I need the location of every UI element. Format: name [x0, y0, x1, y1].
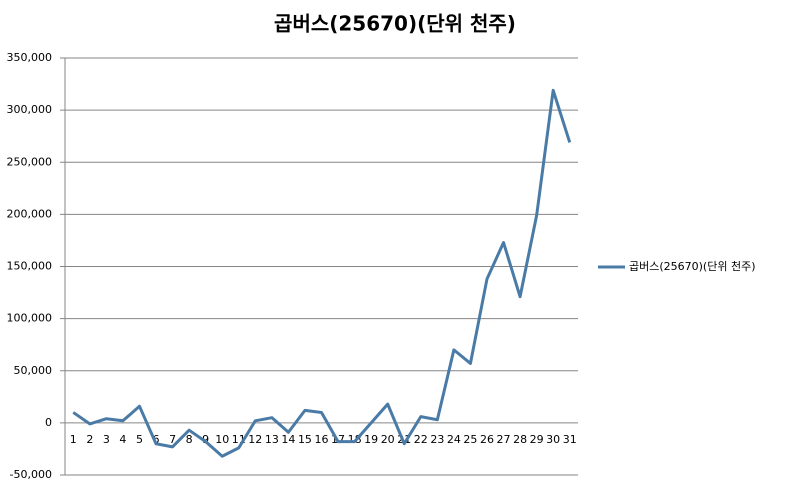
x-tick-label: 31 [563, 433, 577, 446]
x-tick-label: 20 [381, 433, 395, 446]
x-tick-label: 24 [447, 433, 461, 446]
x-tick-label: 16 [315, 433, 329, 446]
x-tick-label: 4 [119, 433, 126, 446]
x-tick-label: 2 [86, 433, 93, 446]
x-tick-label: 13 [265, 433, 279, 446]
x-tick-label: 30 [546, 433, 560, 446]
series-line [72, 88, 572, 458]
y-tick-label: 200,000 [7, 207, 53, 220]
x-tick-label: 12 [248, 433, 262, 446]
y-tick-label: 300,000 [7, 103, 53, 116]
x-tick-label: 8 [186, 433, 193, 446]
x-tick-label: 7 [169, 433, 176, 446]
chart-title: 곱버스(25670)(단위 천주) [274, 12, 516, 36]
legend-label: 곱버스(25670)(단위 천주) [629, 259, 756, 273]
y-tick-label: 250,000 [7, 155, 53, 168]
y-tick-label: 350,000 [7, 51, 53, 64]
x-tick-label: 19 [364, 433, 378, 446]
x-tick-label: 10 [215, 433, 229, 446]
x-tick-label: 23 [430, 433, 444, 446]
x-tick-label: 14 [281, 433, 295, 446]
x-tick-label: 29 [530, 433, 544, 446]
y-tick-label: 0 [45, 416, 52, 429]
y-tick-label: 50,000 [14, 364, 53, 377]
x-tick-label: 1 [70, 433, 77, 446]
x-tick-label: 26 [480, 433, 494, 446]
y-tick-label: 150,000 [7, 260, 53, 273]
y-tick-label: 100,000 [7, 312, 53, 325]
y-tick-label: -50,000 [10, 468, 52, 481]
x-tick-label: 22 [414, 433, 428, 446]
x-tick-label: 3 [103, 433, 110, 446]
x-tick-label: 28 [513, 433, 527, 446]
x-tick-label: 6 [153, 433, 160, 446]
x-tick-label: 27 [497, 433, 511, 446]
x-tick-label: 9 [202, 433, 209, 446]
x-tick-label: 25 [463, 433, 477, 446]
x-tick-label: 5 [136, 433, 143, 446]
x-tick-label: 15 [298, 433, 312, 446]
